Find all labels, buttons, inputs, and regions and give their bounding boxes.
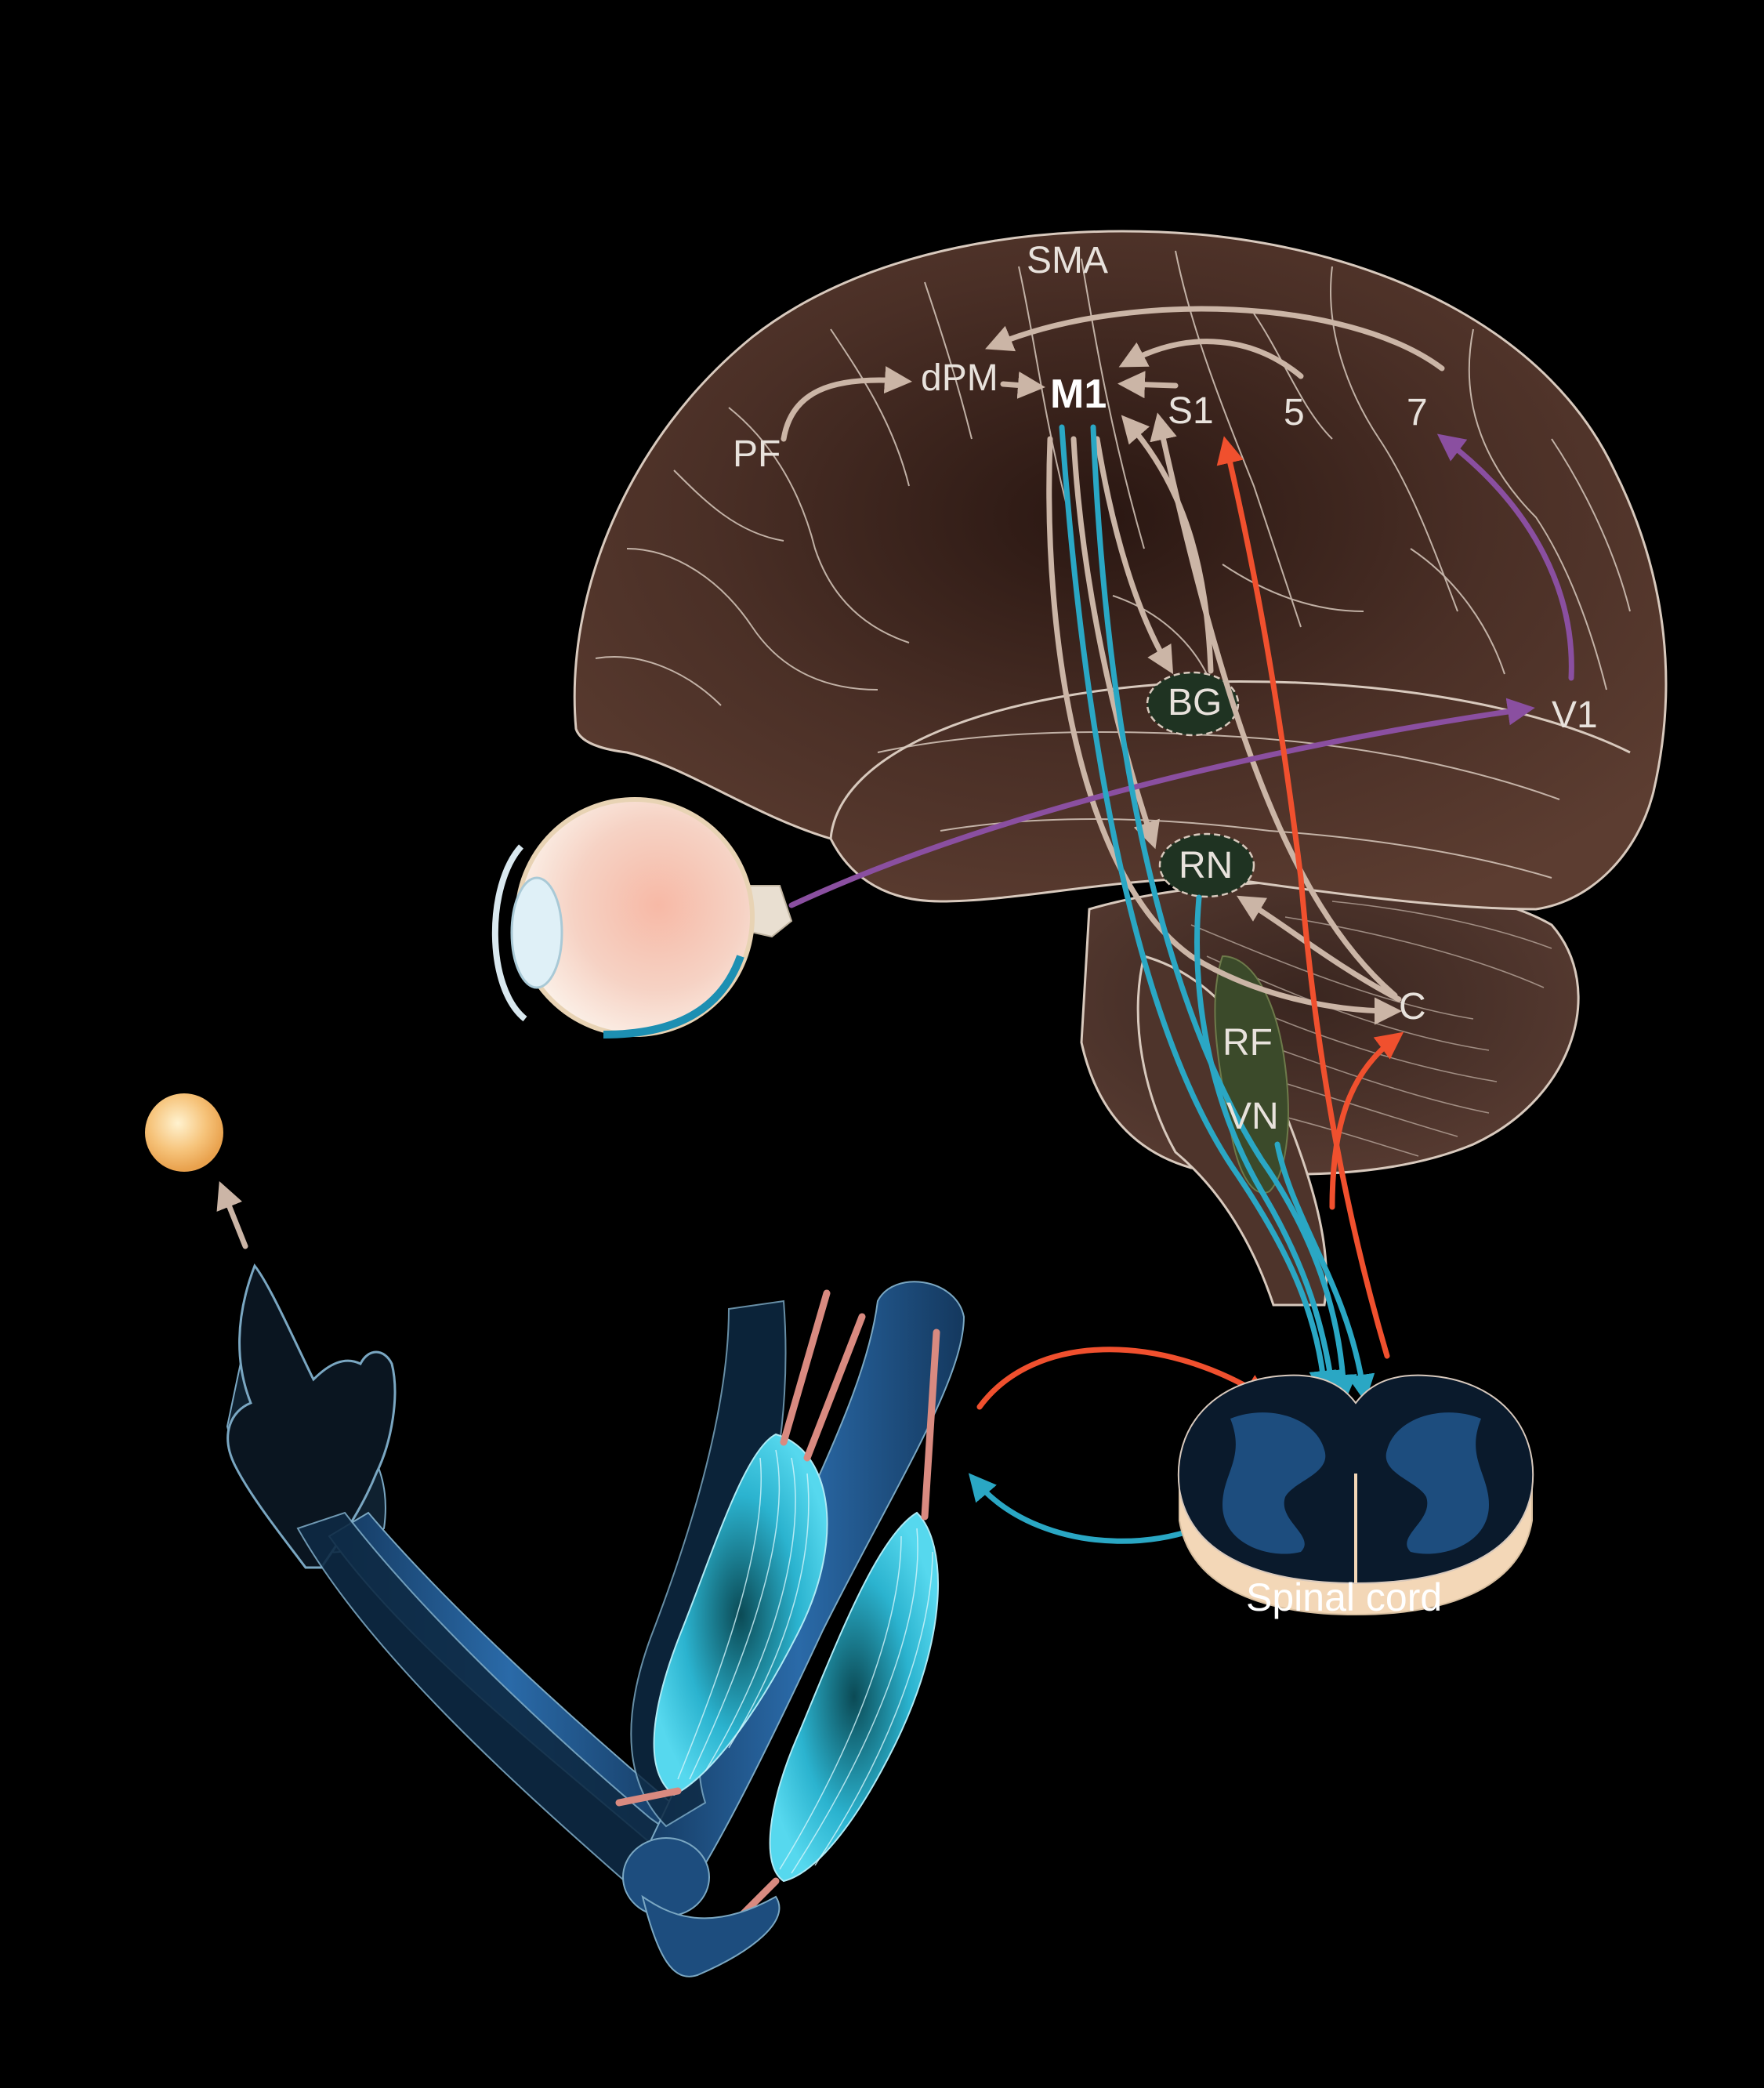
- eye: [491, 797, 793, 1039]
- label-spinal-cord: Spinal cord: [1246, 1575, 1442, 1619]
- cortical-connections: [781, 306, 1445, 1025]
- arrow-cord-to-c: [1329, 1031, 1404, 1210]
- arrow-m1-to-c: [1046, 436, 1402, 1025]
- label-bg: BG: [1168, 682, 1222, 723]
- arrow-vn-to-cord: [1274, 1141, 1375, 1402]
- arrow-finger-to-target: [216, 1181, 248, 1249]
- label-5: 5: [1284, 392, 1305, 433]
- label-c: C: [1399, 986, 1426, 1028]
- target: [145, 1093, 248, 1249]
- arrow-rn-to-cord: [1194, 894, 1344, 1398]
- arrow-m1-to-cord-a: [1059, 424, 1337, 1398]
- spinal-cord: [1177, 1374, 1534, 1616]
- arrow-dpm-to-m1: [1000, 371, 1045, 399]
- arrow-c-to-m1: [1150, 412, 1398, 999]
- label-s1: S1: [1168, 390, 1214, 432]
- arrow-s1-to-m1: [1117, 371, 1179, 399]
- hand: [226, 1263, 397, 1569]
- biceps-fibers: [677, 1449, 810, 1780]
- ascending-sensory-pathways: [976, 436, 1404, 1410]
- descending-motor-pathways: [968, 424, 1375, 1544]
- cerebrum: [573, 230, 1668, 911]
- arrow-pf-to-dpm: [781, 366, 912, 442]
- forearm-muscle: [769, 1511, 940, 1883]
- arrow-5-to-m1: [1118, 339, 1304, 379]
- arrow-7-to-dpm: [985, 306, 1445, 372]
- arrow-muscle-to-cord: [976, 1347, 1271, 1410]
- region-labels: SMA dPM M1 S1 5 7 PF V1 BG RN RF VN C Sp…: [733, 240, 1598, 1619]
- label-rn: RN: [1179, 845, 1233, 886]
- bg-nucleus: [1146, 671, 1240, 737]
- visual-pathway: [788, 433, 1574, 908]
- label-vn: VN: [1226, 1096, 1279, 1137]
- arrow-c-to-rn: [1236, 895, 1402, 1002]
- elbow-joint: [622, 1837, 710, 1917]
- cornea: [491, 844, 527, 1022]
- retina: [603, 955, 744, 1039]
- rn-nucleus: [1158, 832, 1255, 898]
- target-sphere: [145, 1093, 223, 1172]
- lower-bone: [641, 1894, 781, 1977]
- gray-matter-right: [1385, 1412, 1489, 1554]
- gray-matter-left: [1222, 1412, 1326, 1554]
- arrow-m1-to-bg: [1094, 436, 1174, 675]
- arm: [226, 1263, 965, 1977]
- brain: [573, 230, 1668, 1307]
- label-7: 7: [1407, 392, 1428, 433]
- label-rf: RF: [1222, 1022, 1273, 1064]
- arrow-v1-to-7: [1436, 433, 1574, 681]
- label-dpm: dPM: [921, 357, 998, 399]
- label-v1: V1: [1552, 694, 1598, 736]
- forearm-fibers: [779, 1528, 933, 1874]
- arrow-cord-to-s1: [1216, 436, 1390, 1359]
- lens: [510, 876, 563, 989]
- arrow-eye-to-v1: [788, 698, 1535, 908]
- label-m1: M1: [1050, 372, 1107, 417]
- cortical-sulci: [595, 250, 1631, 879]
- label-pf: PF: [733, 433, 781, 475]
- label-sma: SMA: [1027, 240, 1108, 281]
